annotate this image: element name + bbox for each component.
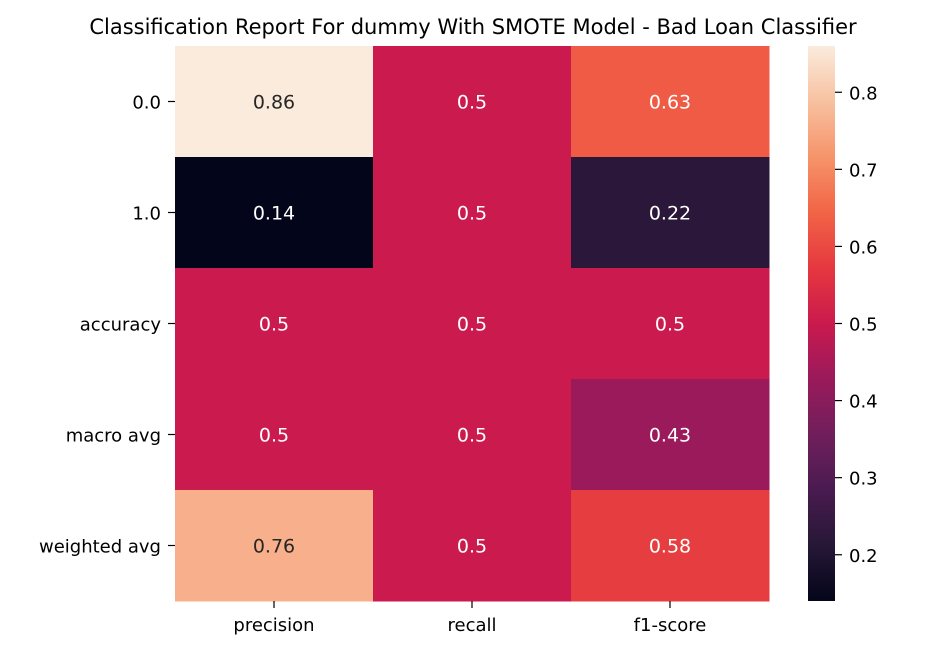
colorbar-gradient bbox=[808, 46, 835, 601]
column-labels: precision recall f1-score bbox=[233, 601, 706, 636]
cell-annotation: 0.5 bbox=[259, 314, 289, 336]
cell-annotations: 0.86 0.5 0.63 0.14 0.5 0.22 0.5 0.5 0.5 0.5 0.5 0.4… bbox=[253, 92, 691, 558]
heatmap-cells bbox=[175, 46, 770, 602]
cell-annotation: 0.5 bbox=[457, 203, 487, 225]
cell-annotation: 0.43 bbox=[649, 425, 691, 447]
cell-annotation: 0.5 bbox=[457, 314, 487, 336]
row-labels: 0.0 1.0 accuracy macro avg weighted avg bbox=[39, 93, 175, 558]
cell-annotation: 0.86 bbox=[253, 92, 295, 114]
cell-annotation: 0.5 bbox=[457, 536, 487, 558]
column-label: precision bbox=[233, 615, 314, 636]
cell-annotation: 0.5 bbox=[457, 425, 487, 447]
heatmap-cell bbox=[175, 46, 374, 158]
row-label: 1.0 bbox=[132, 204, 161, 225]
heatmap-cell bbox=[175, 268, 374, 380]
heatmap-cell bbox=[175, 490, 374, 602]
cell-annotation: 0.5 bbox=[655, 314, 685, 336]
row-label: weighted avg bbox=[39, 537, 161, 558]
cell-annotation: 0.14 bbox=[253, 203, 295, 225]
colorbar-tick-label: 0.5 bbox=[849, 315, 878, 336]
cell-annotation: 0.76 bbox=[253, 536, 295, 558]
cell-annotation: 0.63 bbox=[649, 92, 691, 114]
column-label: f1-score bbox=[634, 615, 707, 636]
column-label: recall bbox=[447, 615, 496, 636]
heatmap-cell bbox=[571, 268, 770, 380]
heatmap-cell bbox=[175, 157, 374, 269]
row-label: macro avg bbox=[66, 426, 161, 447]
heatmap-cell bbox=[373, 157, 572, 269]
heatmap-cell bbox=[571, 157, 770, 269]
colorbar: 0.2 0.3 0.4 0.5 0.6 0.7 0.8 bbox=[808, 46, 878, 601]
heatmap-cell bbox=[571, 490, 770, 602]
heatmap-cell bbox=[571, 379, 770, 491]
colorbar-tick-label: 0.6 bbox=[849, 237, 878, 258]
chart-title: Classification Report For dummy With SMO… bbox=[89, 15, 857, 39]
heatmap-cell bbox=[373, 46, 572, 158]
cell-annotation: 0.22 bbox=[649, 203, 691, 225]
cell-annotation: 0.5 bbox=[457, 92, 487, 114]
heatmap-cell bbox=[373, 490, 572, 602]
colorbar-tick-label: 0.3 bbox=[849, 469, 878, 490]
cell-annotation: 0.5 bbox=[259, 425, 289, 447]
row-label: 0.0 bbox=[132, 93, 161, 114]
heatmap-cell bbox=[373, 379, 572, 491]
colorbar-tick-label: 0.4 bbox=[849, 392, 878, 413]
colorbar-tick-label: 0.2 bbox=[849, 546, 878, 567]
heatmap-cell bbox=[571, 46, 770, 158]
colorbar-tick-label: 0.8 bbox=[849, 83, 878, 104]
colorbar-tick-label: 0.7 bbox=[849, 160, 878, 181]
heatmap-cell bbox=[175, 379, 374, 491]
row-label: accuracy bbox=[80, 315, 162, 336]
heatmap-cell bbox=[373, 268, 572, 380]
cell-annotation: 0.58 bbox=[649, 536, 691, 558]
